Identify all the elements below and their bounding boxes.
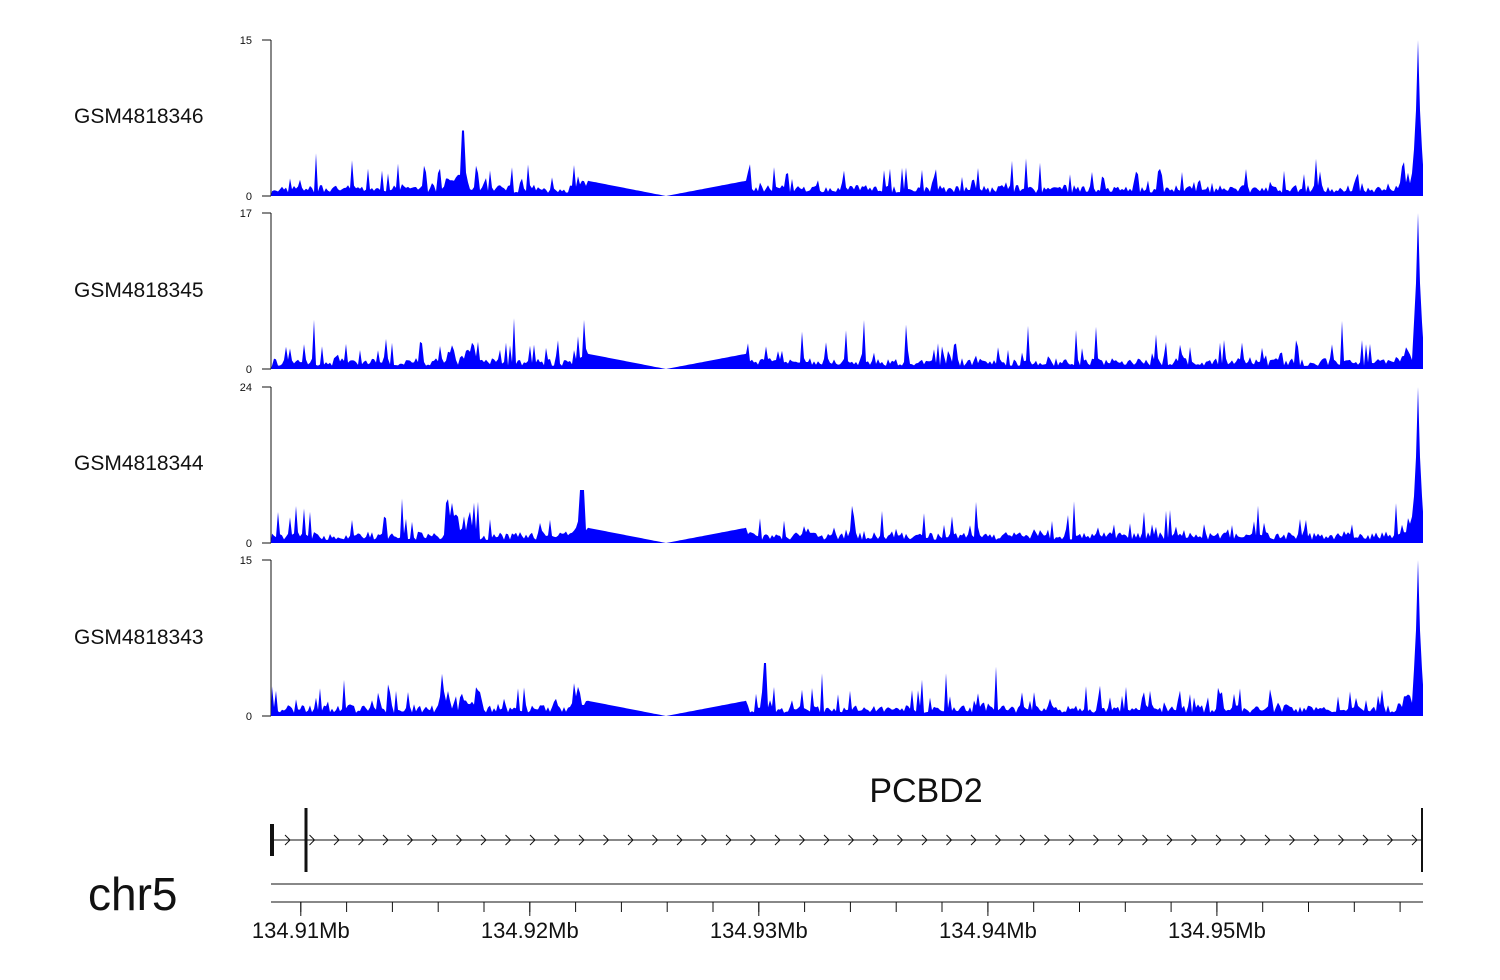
strand-arrow-mark xyxy=(1191,834,1198,846)
strand-arrow-mark xyxy=(1117,834,1124,846)
strand-arrow-mark xyxy=(701,834,708,846)
axis-tick-label: 134.92Mb xyxy=(481,918,579,943)
strand-arrow-mark xyxy=(407,834,414,846)
track-label: GSM4818343 xyxy=(74,626,204,649)
strand-arrow-mark xyxy=(872,834,879,846)
strand-arrow-mark xyxy=(554,834,561,846)
strand-arrow-mark xyxy=(1166,834,1173,846)
track-signal-area xyxy=(271,40,1423,196)
signal-tracks: GSM4818346 15 0 GSM4818345 17 0 GSM48183… xyxy=(74,35,1423,723)
strand-arrow-mark xyxy=(358,834,365,846)
strand-arrow-mark xyxy=(431,834,438,846)
track-signal-area xyxy=(271,387,1423,543)
track-gsm4818343: GSM4818343 15 0 xyxy=(74,555,1423,723)
strand-arrow-mark xyxy=(725,834,732,846)
strand-arrow-mark xyxy=(774,834,781,846)
strand-arrow-mark xyxy=(480,834,487,846)
track-gsm4818344: GSM4818344 24 0 xyxy=(74,382,1423,550)
track-ymax-label: 15 xyxy=(240,555,252,567)
strand-arrow-mark xyxy=(603,834,610,846)
strand-arrow-mark xyxy=(529,834,536,846)
strand-arrow-mark xyxy=(1240,834,1247,846)
strand-arrow-mark xyxy=(578,834,585,846)
track-gsm4818346: GSM4818346 15 0 xyxy=(74,35,1423,203)
gene-name-label: PCBD2 xyxy=(869,772,982,810)
strand-arrow-mark xyxy=(1093,834,1100,846)
strand-arrow-mark xyxy=(284,834,291,846)
strand-arrow-mark xyxy=(1044,834,1051,846)
strand-arrow-mark xyxy=(799,834,806,846)
strand-arrow-mark xyxy=(897,834,904,846)
strand-arrow-mark xyxy=(1068,834,1075,846)
axis-tick-label: 134.94Mb xyxy=(939,918,1037,943)
chromosome-label: chr5 xyxy=(88,868,177,920)
strand-arrow-mark xyxy=(676,834,683,846)
axis-ticks: 134.91Mb 134.92Mb 134.93Mb 134.94Mb 134.95Mb xyxy=(252,902,1401,943)
track-ymin-label: 0 xyxy=(246,538,252,550)
strand-arrow-mark xyxy=(456,834,463,846)
strand-arrow-mark xyxy=(382,834,389,846)
gene-strand-arrows xyxy=(284,834,1418,846)
strand-arrow-mark xyxy=(1338,834,1345,846)
strand-arrow-mark xyxy=(333,834,340,846)
axis-tick-label: 134.95Mb xyxy=(1168,918,1266,943)
strand-arrow-mark xyxy=(652,834,659,846)
track-label: GSM4818344 xyxy=(74,452,204,475)
strand-arrow-mark xyxy=(1362,834,1369,846)
track-ymax-label: 15 xyxy=(240,35,252,47)
strand-arrow-mark xyxy=(1215,834,1222,846)
track-ymin-label: 0 xyxy=(246,191,252,203)
strand-arrow-mark xyxy=(1142,834,1149,846)
track-signal-area xyxy=(271,560,1423,716)
track-ymax-label: 24 xyxy=(240,382,252,394)
strand-arrow-mark xyxy=(1411,834,1418,846)
track-gsm4818345: GSM4818345 17 0 xyxy=(74,208,1423,376)
track-ymin-label: 0 xyxy=(246,711,252,723)
track-label: GSM4818345 xyxy=(74,279,204,302)
strand-arrow-mark xyxy=(1019,834,1026,846)
strand-arrow-mark xyxy=(848,834,855,846)
strand-arrow-mark xyxy=(823,834,830,846)
strand-arrow-mark xyxy=(505,834,512,846)
strand-arrow-mark xyxy=(1289,834,1296,846)
track-label: GSM4818346 xyxy=(74,105,204,128)
strand-arrow-mark xyxy=(627,834,634,846)
strand-arrow-mark xyxy=(1264,834,1271,846)
track-ymax-label: 17 xyxy=(240,208,252,220)
strand-arrow-mark xyxy=(995,834,1002,846)
track-signal-area xyxy=(271,213,1423,369)
strand-arrow-mark xyxy=(946,834,953,846)
strand-arrow-mark xyxy=(1387,834,1394,846)
chromosome-axis: chr5 134.91Mb 134.92Mb 134.93Mb 134.94Mb 134… xyxy=(88,868,1423,943)
axis-tick-label: 134.91Mb xyxy=(252,918,350,943)
strand-arrow-mark xyxy=(750,834,757,846)
strand-arrow-mark xyxy=(1313,834,1320,846)
gene-annotation-track: PCBD2 xyxy=(270,772,1423,872)
axis-tick-label: 134.93Mb xyxy=(710,918,808,943)
strand-arrow-mark xyxy=(921,834,928,846)
track-ymin-label: 0 xyxy=(246,364,252,376)
strand-arrow-mark xyxy=(970,834,977,846)
strand-arrow-mark xyxy=(309,834,316,846)
